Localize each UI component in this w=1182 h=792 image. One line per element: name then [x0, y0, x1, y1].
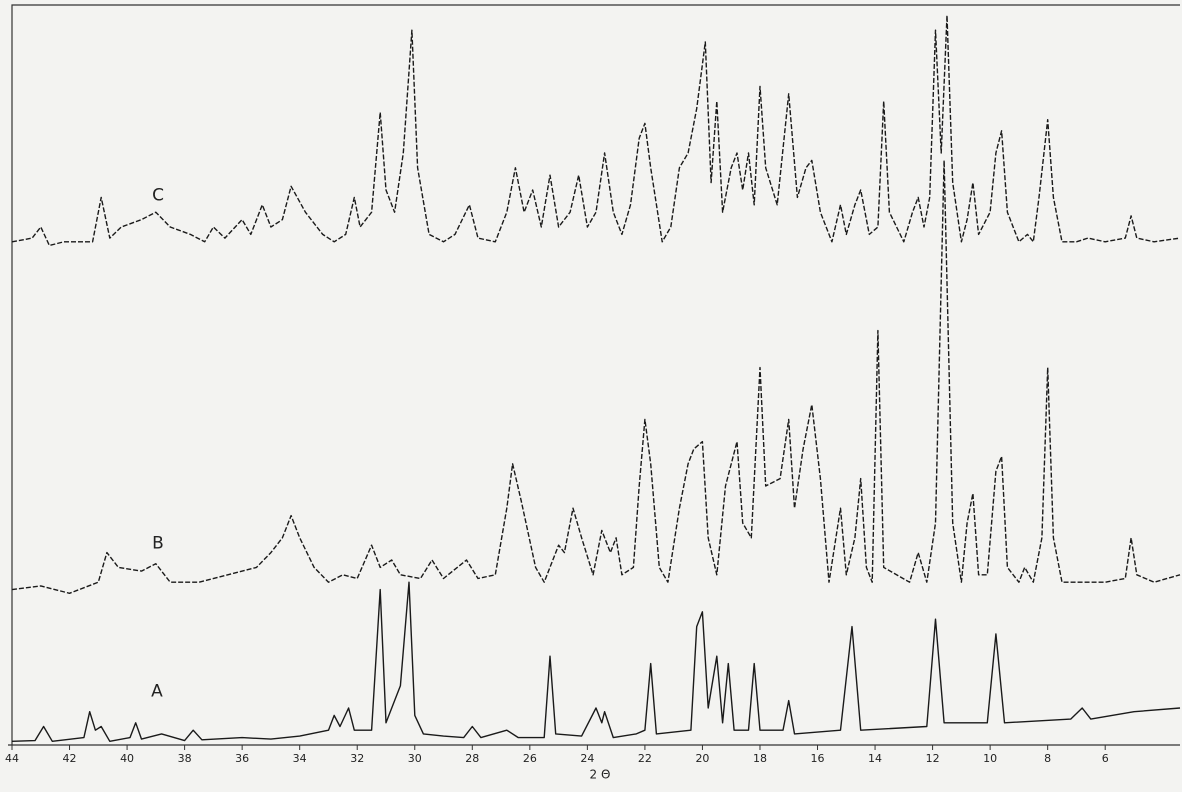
series-line [11, 159, 1181, 594]
x-tick-label: 8 [1044, 752, 1051, 765]
x-tick-label: 20 [695, 752, 709, 765]
x-tick-label: 40 [120, 752, 134, 765]
x-tick-label: 6 [1102, 752, 1109, 765]
x-tick-label: 36 [235, 752, 249, 765]
series-line [11, 581, 1181, 742]
x-tick-label: 26 [523, 752, 537, 765]
series-label: C [152, 186, 164, 206]
x-axis-label: 2 Θ [590, 768, 611, 782]
x-tick-label: 38 [178, 752, 192, 765]
x-tick-label: 34 [293, 752, 307, 765]
x-tick-label: 14 [868, 752, 882, 765]
plot-frame [11, 4, 1180, 745]
series-label: B [152, 533, 164, 553]
x-tick-label: 22 [638, 752, 652, 765]
x-tick-label: 32 [350, 752, 364, 765]
x-tick-label: 28 [465, 752, 479, 765]
x-tick-label: 10 [983, 752, 997, 765]
x-tick-label: 42 [63, 752, 77, 765]
x-tick-label: 16 [811, 752, 825, 765]
x-tick-label: 12 [926, 752, 940, 765]
series-line [11, 14, 1181, 247]
x-tick-label: 30 [408, 752, 422, 765]
x-tick-label: 44 [5, 752, 19, 765]
series-label: A [151, 681, 163, 701]
x-tick-label: 18 [753, 752, 767, 765]
x-tick-label: 24 [580, 752, 594, 765]
